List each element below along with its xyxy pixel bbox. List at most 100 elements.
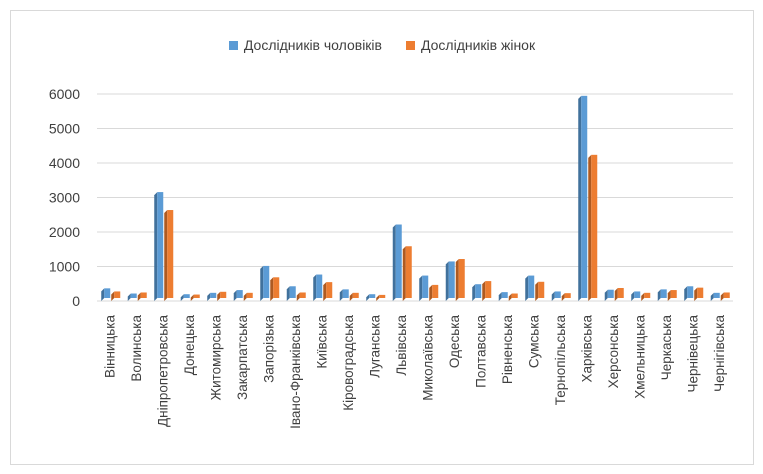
y-tick-label: 0	[72, 293, 80, 309]
bar-women	[723, 292, 730, 298]
bar-women	[352, 292, 359, 298]
x-tick-label: Тернопільська	[553, 315, 568, 406]
bar-men	[130, 293, 137, 298]
bar-women	[167, 210, 174, 298]
bar-women-side	[561, 293, 565, 301]
bar-women-side	[402, 246, 406, 301]
bar-men	[422, 275, 429, 298]
x-tick-label: Миколаївська	[420, 315, 435, 401]
bar-men	[236, 290, 243, 298]
x-tick-label: Сумська	[526, 315, 541, 369]
bar-women-side	[111, 291, 115, 301]
bar-women	[511, 293, 518, 298]
bar-men-side	[419, 275, 423, 301]
bar-men	[342, 289, 349, 298]
bar-men	[713, 292, 720, 298]
bar-women-side	[535, 281, 539, 301]
bar-women	[432, 284, 439, 298]
bar-women-side	[720, 292, 724, 301]
x-tick-label: Київська	[314, 315, 329, 369]
y-tick-label: 2000	[49, 224, 80, 240]
legend-label-men: Дослідників чоловіків	[243, 37, 382, 53]
bar-women	[538, 281, 545, 298]
chart-legend: Дослідників чоловіків Дослідників жінок	[11, 37, 753, 53]
bar-women	[591, 154, 598, 298]
y-tick-label: 4000	[49, 155, 80, 171]
bar-men-side	[498, 292, 502, 301]
legend-item-women: Дослідників жінок	[405, 37, 536, 53]
bar-women-side	[641, 292, 645, 301]
x-tick-label: Чернівецька	[685, 315, 700, 393]
x-tick-label: Житомирська	[208, 315, 223, 401]
x-tick-label: Харківська	[579, 315, 594, 383]
bar-women	[617, 287, 624, 298]
bar-men-side	[525, 275, 529, 301]
bar-men-side	[180, 294, 184, 301]
bar-men-side	[392, 224, 396, 301]
bar-women-side	[270, 277, 274, 301]
bar-men-side	[578, 95, 582, 301]
bar-women-side	[455, 259, 459, 301]
bar-women-side	[164, 210, 168, 301]
x-tick-label: Полтавська	[473, 315, 488, 388]
bar-women-side	[190, 294, 194, 301]
chart-frame: Дослідників чоловіків Дослідників жінок	[10, 10, 754, 465]
bar-men	[104, 288, 111, 298]
bar-men-side	[657, 289, 661, 301]
bar-women-side	[614, 287, 618, 301]
bar-men-side	[472, 284, 476, 301]
bar-women-side	[376, 294, 380, 301]
bar-men-side	[631, 291, 635, 301]
y-tick-label: 3000	[49, 190, 80, 206]
bar-men-side	[207, 292, 211, 301]
bar-men-side	[127, 293, 131, 301]
x-tick-label: Хмельницька	[632, 315, 647, 399]
bar-women	[273, 277, 280, 298]
legend-label-women: Дослідників жінок	[420, 37, 536, 53]
bar-women	[299, 292, 306, 298]
bar-women	[670, 290, 677, 298]
bar-women	[379, 294, 386, 298]
legend-item-men: Дослідників чоловіків	[228, 37, 382, 53]
bar-women-side	[217, 291, 221, 301]
bar-women	[405, 246, 412, 298]
x-tick-label: Волинська	[129, 315, 144, 382]
bar-women	[697, 287, 704, 298]
bar-women	[326, 282, 333, 298]
x-tick-label: Черкаська	[659, 315, 674, 381]
bar-women	[644, 292, 651, 298]
bar-men	[475, 284, 482, 298]
x-tick-label: Херсонська	[606, 315, 621, 389]
x-tick-label: Львівська	[394, 315, 409, 376]
bar-men-side	[604, 289, 608, 301]
bar-women-side	[694, 287, 698, 301]
x-tick-label: Донецька	[182, 315, 197, 376]
bar-women	[485, 281, 492, 298]
bar-men	[183, 294, 190, 298]
bar-men	[660, 289, 667, 298]
x-tick-label: Рівненська	[500, 315, 515, 385]
bar-men	[263, 265, 270, 298]
bar-women-side	[243, 292, 247, 301]
bar-women-side	[137, 292, 141, 301]
y-tick-label: 1000	[49, 259, 80, 275]
legend-swatch-men	[228, 40, 238, 50]
bar-women-side	[429, 284, 433, 301]
bar-men	[157, 192, 164, 298]
bar-men	[289, 286, 296, 298]
bar-women	[246, 292, 253, 298]
bar-men-side	[154, 192, 158, 301]
bar-men-side	[710, 292, 714, 301]
bar-men-side	[551, 291, 555, 301]
bar-men-side	[233, 290, 237, 301]
bar-men-side	[101, 288, 105, 301]
y-tick-label: 5000	[49, 121, 80, 137]
bar-men-side	[684, 286, 688, 301]
legend-swatch-women	[405, 40, 415, 50]
bar-women-side	[323, 282, 327, 301]
bar-men	[528, 275, 535, 298]
x-tick-label: Вінницька	[102, 315, 117, 378]
x-tick-label: Чернігівська	[712, 315, 727, 392]
bar-women-side	[588, 154, 592, 301]
